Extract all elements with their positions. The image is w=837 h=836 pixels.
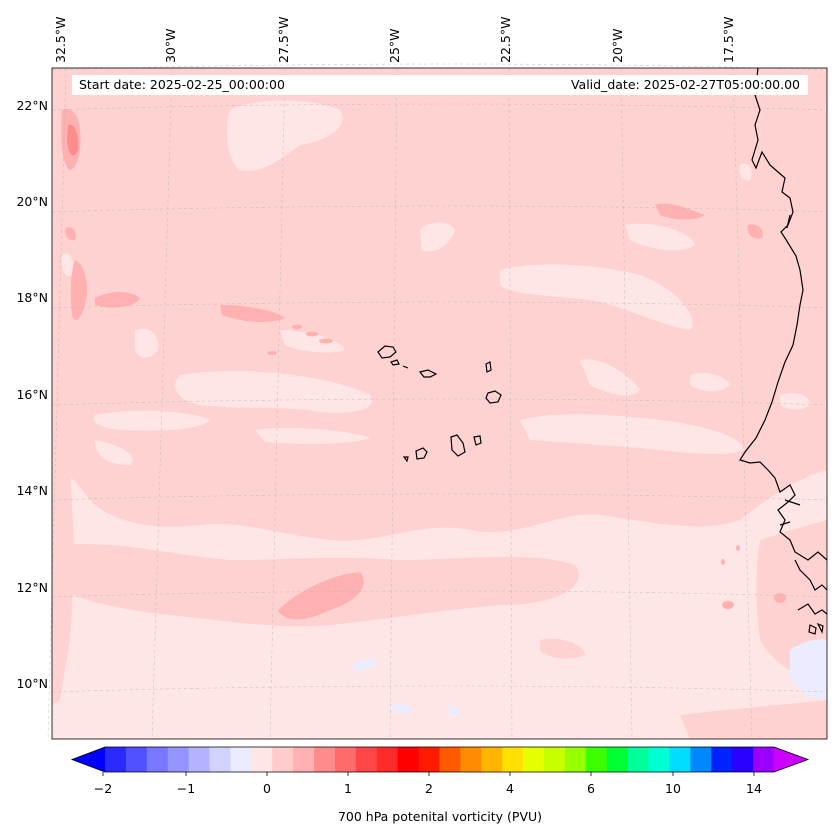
graticule: [47, 63, 828, 740]
colorbar-segment: [397, 747, 420, 772]
pv-contour-bottom-right: [680, 700, 827, 739]
colorbar-segment: [523, 747, 545, 772]
colorbar-tick-label: 14: [746, 781, 762, 796]
pv-small-patches: [267, 324, 786, 609]
colorbar-tick-label: −1: [176, 781, 196, 796]
colorbar-segment: [230, 747, 252, 772]
lon-label-32.5w: 32.5°W: [53, 16, 68, 63]
lat-label-10n: 10°N: [16, 676, 48, 691]
africa-coastline: [739, 67, 828, 635]
colorbar-segment: [314, 747, 336, 772]
lon-label-20w: 20°W: [610, 28, 625, 63]
colorbar-segment: [606, 747, 629, 772]
colorbar-segment: [376, 747, 399, 772]
colorbar-outline: [70, 746, 810, 773]
colorbar-title: 700 hPa potenital vorticity (PVU): [337, 809, 543, 824]
lat-label-22n: 22°N: [16, 98, 48, 113]
colorbar-segment: [669, 747, 691, 772]
pv-dark-patches: [67, 124, 79, 156]
colorbar-segment: [564, 747, 587, 772]
pv-negative-patches: [352, 639, 827, 717]
lon-label-27.5w: 27.5°W: [276, 16, 291, 63]
lon-label-22.5w: 22.5°W: [498, 16, 513, 63]
colorbar-extend-max: [774, 747, 808, 772]
colorbar-segment: [690, 747, 712, 772]
start-date: Start date: 2025-02-25_00:00:00: [79, 77, 285, 92]
colorbar-segment: [334, 747, 357, 772]
lat-label-12n: 12°N: [16, 580, 48, 595]
pv-contour-lower-2: [540, 638, 585, 659]
colorbar-segment: [585, 747, 608, 772]
pv-medium-patches: [61, 108, 763, 620]
lat-label-14n: 14°N: [16, 483, 48, 498]
colorbar-tick-label: −2: [93, 781, 113, 796]
valid-date: Valid_date: 2025-02-27T05:00:00.00: [570, 77, 800, 92]
lon-label-30w: 30°W: [163, 28, 178, 63]
colorbar-segment: [544, 747, 566, 772]
colorbar-segment: [439, 747, 461, 772]
colorbar-tick-label: 10: [665, 781, 681, 796]
colorbar: [70, 746, 810, 776]
colorbar-segment: [146, 747, 169, 772]
cape-verde-islands: [377, 345, 502, 463]
lat-label-16n: 16°N: [16, 387, 48, 402]
colorbar-segment: [460, 747, 482, 772]
pv-light-patches: [61, 100, 810, 465]
colorbar-segment: [251, 747, 273, 772]
date-info-bar: Start date: 2025-02-25_00:00:00 Valid_da…: [72, 75, 808, 95]
colorbar-tick-label: 4: [506, 781, 514, 796]
colorbar-segment: [293, 747, 315, 772]
colorbar-segment: [167, 747, 190, 772]
lon-label-17.5w: 17.5°W: [721, 16, 736, 63]
colorbar-tick-label: 1: [344, 781, 352, 796]
map-frame: [51, 67, 828, 740]
colorbar-segment: [188, 747, 211, 772]
colorbar-segment: [711, 747, 733, 772]
colorbar-tick-label: 0: [263, 781, 271, 796]
colorbar-segment: [272, 747, 294, 772]
colorbar-segment: [209, 747, 231, 772]
colorbar-segment: [732, 747, 754, 772]
colorbar-segment: [753, 747, 775, 772]
pv-contour-main: [52, 68, 827, 541]
colorbar-tick-label: 2: [425, 781, 433, 796]
lon-label-25w: 25°W: [387, 28, 402, 63]
colorbar-segment: [355, 747, 378, 772]
colorbar-tick-label: 6: [587, 781, 595, 796]
colorbar-segment: [627, 747, 650, 772]
lat-label-20n: 20°N: [16, 194, 48, 209]
colorbar-extend-min: [72, 747, 105, 772]
colorbar-segment: [125, 747, 148, 772]
colorbar-segment: [105, 747, 127, 772]
colorbar-segment: [481, 747, 503, 772]
pv-contour-left-strip: [52, 465, 75, 705]
colorbar-segment: [418, 747, 440, 772]
colorbar-segment: [502, 747, 524, 772]
lat-label-18n: 18°N: [16, 290, 48, 305]
colorbar-segment: [648, 747, 670, 772]
